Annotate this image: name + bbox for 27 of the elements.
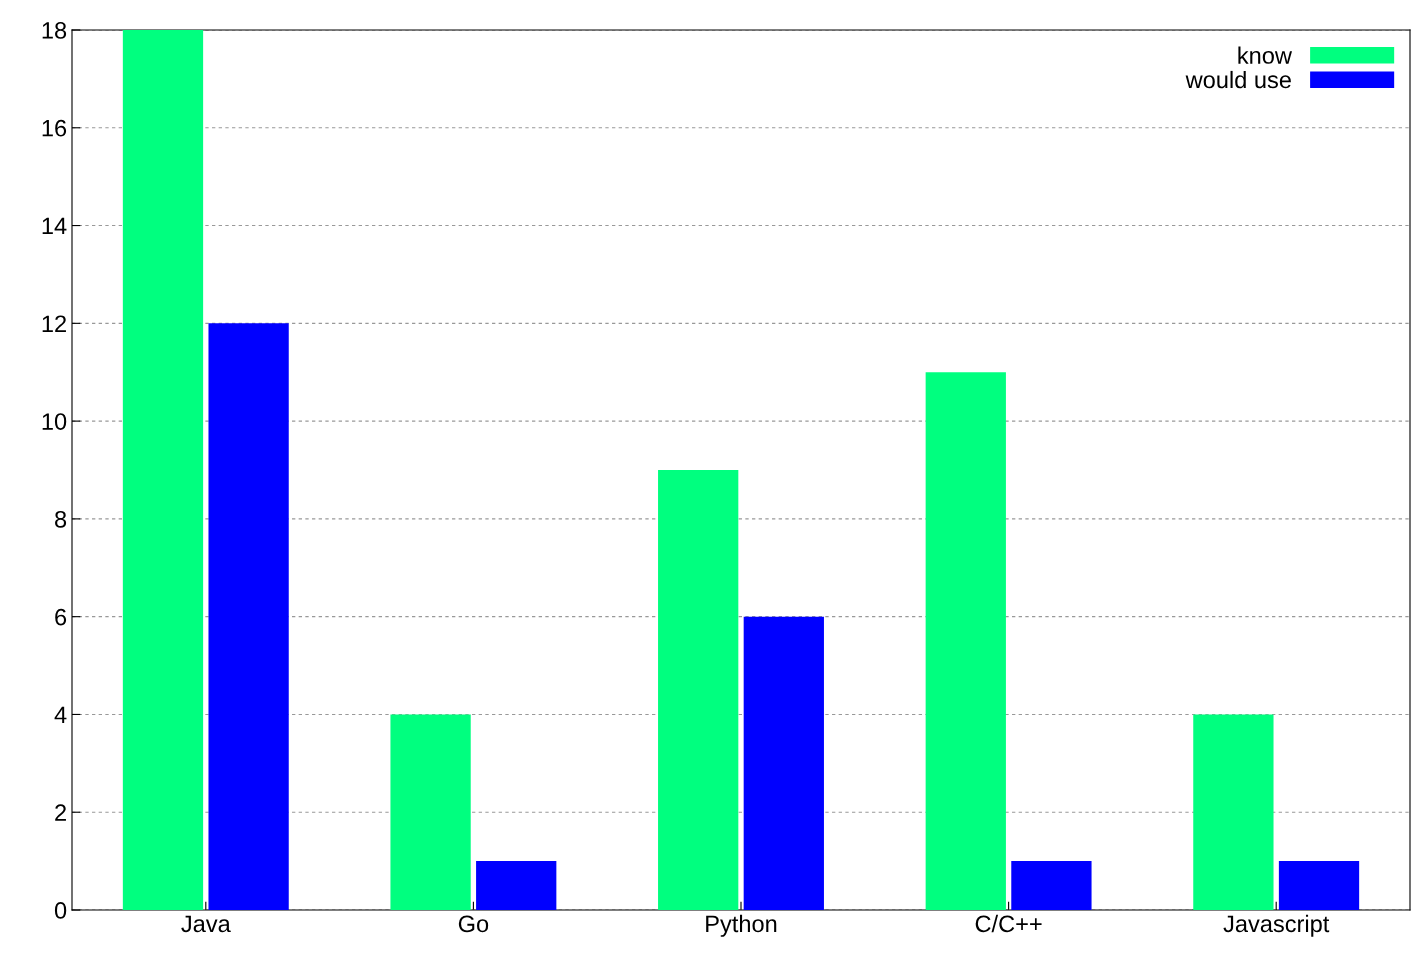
bar (1278, 861, 1360, 910)
bar (743, 616, 824, 910)
y-tick-label: 16 (42, 119, 67, 137)
y-tick-label: 18 (42, 22, 67, 39)
y-tick-label: 10 (42, 413, 67, 430)
bar (390, 714, 471, 910)
legend-label: would use (1185, 70, 1291, 89)
x-tick-label: C/C++ (975, 914, 1042, 933)
y-tick-label: 6 (55, 608, 67, 626)
y-tick-label: 14 (42, 217, 67, 235)
bar (476, 861, 557, 910)
x-tick-label: Python (706, 914, 777, 937)
legend-label: know (1238, 46, 1293, 64)
bar (208, 323, 289, 910)
y-tick-label: 4 (54, 706, 67, 723)
x-tick-label: Java (181, 915, 231, 933)
bar (122, 30, 204, 910)
x-tick-label: Javascript (1223, 914, 1330, 937)
y-tick-label: 12 (42, 315, 66, 332)
y-tick-label: 8 (55, 510, 67, 528)
y-tick-label: 0 (54, 902, 67, 919)
y-tick-label: 2 (55, 804, 66, 821)
bar (658, 470, 739, 910)
x-tick-label: Go (458, 915, 489, 933)
bar (1193, 714, 1274, 910)
bar (925, 372, 1006, 910)
bar (1011, 861, 1092, 910)
